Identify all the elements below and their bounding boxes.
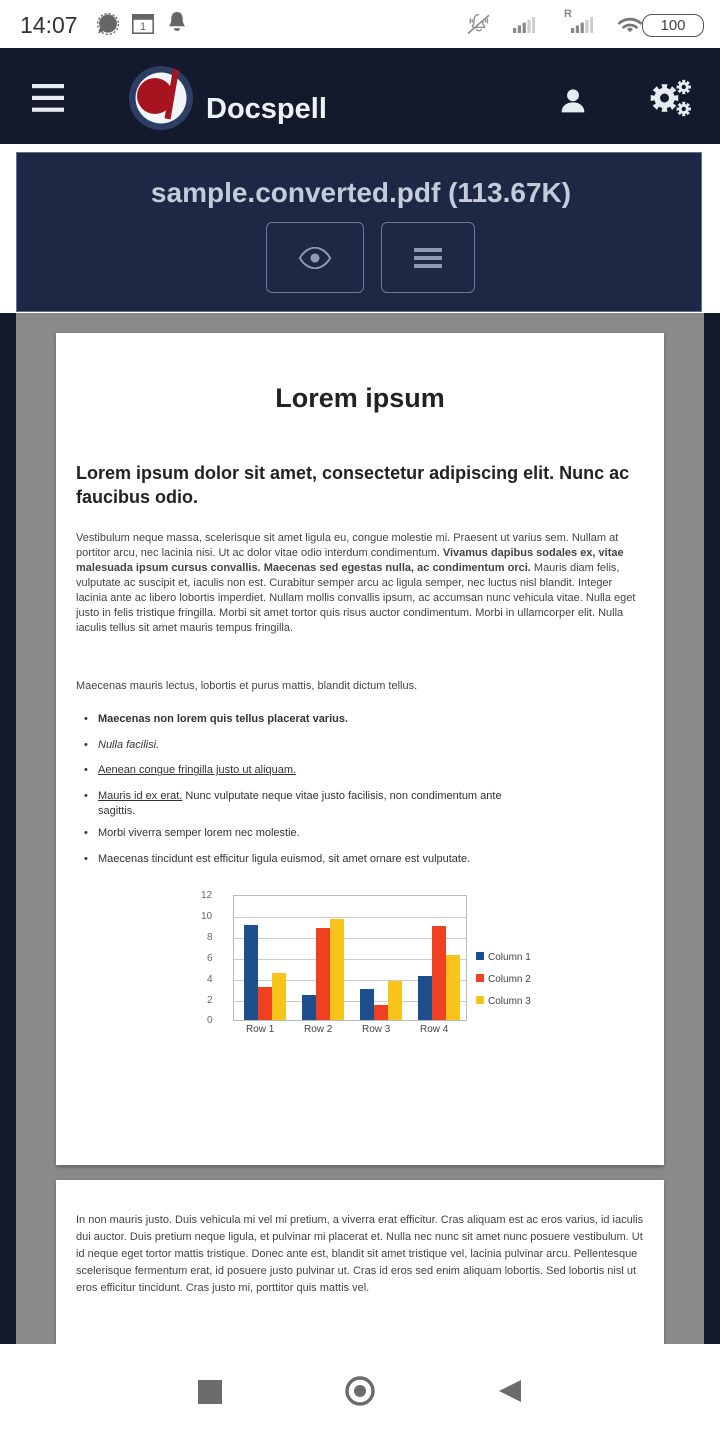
- svg-text:1: 1: [140, 21, 146, 33]
